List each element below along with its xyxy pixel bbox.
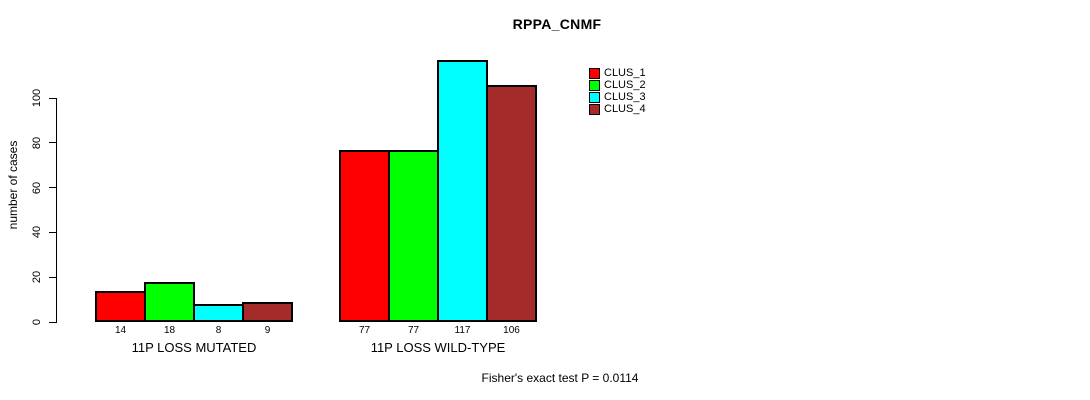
- y-tick-label: 20: [31, 271, 43, 284]
- bar: [193, 304, 244, 322]
- legend-swatch: [589, 104, 600, 116]
- bar: [242, 301, 293, 322]
- y-tick-label: 80: [31, 136, 43, 149]
- y-tick-label: 40: [31, 226, 43, 239]
- bar-value-label: 8: [215, 325, 222, 336]
- bar-value-label: 117: [454, 325, 471, 336]
- bar: [388, 149, 439, 322]
- legend-label: CLUS_3: [604, 91, 646, 104]
- bar: [339, 149, 390, 322]
- y-tick: [49, 142, 56, 144]
- y-tick-label: 60: [31, 181, 43, 194]
- bar-value-label: 9: [264, 325, 271, 336]
- y-tick: [49, 187, 56, 189]
- legend-label: CLUS_1: [604, 66, 646, 79]
- bar: [144, 281, 195, 322]
- legend-swatch: [589, 92, 600, 104]
- bar-value-label: 77: [358, 325, 371, 336]
- fisher-test-annotation: Fisher's exact test P = 0.0114: [481, 371, 639, 385]
- legend-swatch: [589, 79, 600, 91]
- chart-title: RPPA_CNMF: [512, 16, 602, 32]
- bar-value-label: 106: [503, 325, 520, 336]
- category-label: 11P LOSS WILD-TYPE: [370, 340, 506, 355]
- bar: [486, 84, 537, 322]
- y-tick: [49, 321, 56, 323]
- y-tick-label: 0: [31, 318, 43, 326]
- legend-label: CLUS_4: [604, 103, 646, 116]
- y-tick: [49, 97, 56, 99]
- bar: [95, 290, 146, 322]
- y-axis-line: [56, 98, 57, 323]
- bar-value-label: 14: [114, 325, 127, 336]
- legend-swatch: [589, 67, 600, 79]
- y-tick: [49, 276, 56, 278]
- bar-value-label: 18: [163, 325, 176, 336]
- bar: [437, 59, 488, 322]
- y-tick: [49, 231, 56, 233]
- bar-value-label: 77: [407, 325, 420, 336]
- category-label: 11P LOSS MUTATED: [131, 340, 257, 355]
- y-axis-label: number of cases: [6, 140, 20, 230]
- y-tick-label: 100: [31, 88, 43, 108]
- legend-label: CLUS_2: [604, 78, 646, 91]
